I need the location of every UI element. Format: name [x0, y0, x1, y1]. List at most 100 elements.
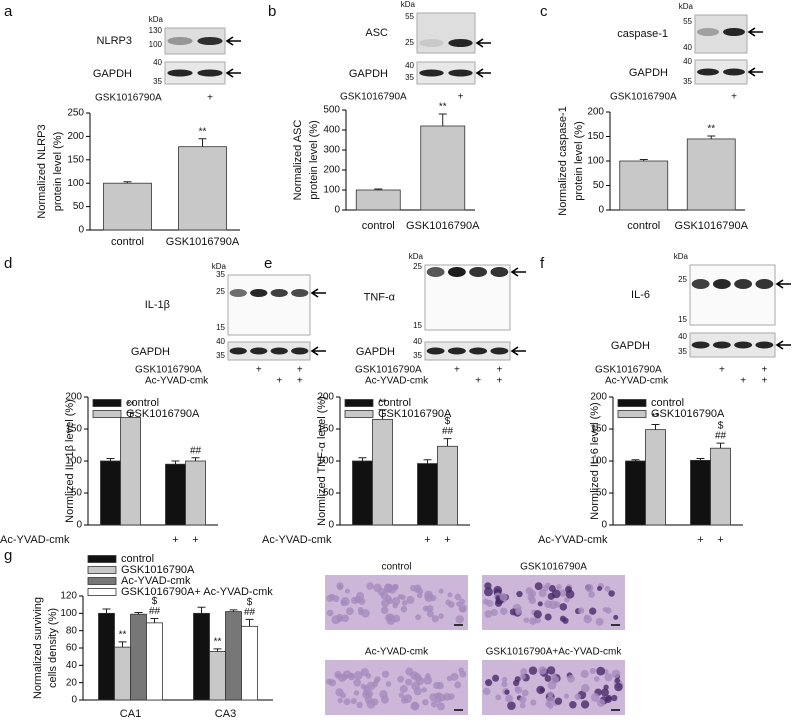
cell	[536, 685, 545, 695]
legend-swatch	[92, 399, 122, 407]
cell	[556, 584, 562, 590]
cell	[521, 689, 529, 697]
y-tick-label: 200	[317, 392, 334, 403]
y-tick-label: 50	[596, 488, 608, 499]
error-bar	[378, 409, 387, 420]
blot-strip	[227, 341, 311, 361]
treatment-label: Ac-YVAD-cmk	[145, 376, 209, 387]
kda-marker: 35	[216, 270, 225, 279]
blot-band	[469, 347, 488, 355]
y-axis-label: Normalized surviving	[32, 597, 44, 699]
panel-label: d	[4, 255, 12, 272]
y-tick-label: 150	[587, 131, 604, 142]
cell	[371, 698, 379, 706]
blot-strip	[227, 274, 311, 336]
panel-label: f	[540, 255, 545, 272]
blot-band	[197, 69, 223, 77]
cell	[343, 698, 351, 706]
error-bar	[102, 608, 111, 614]
legend-label: GSK1016790A	[378, 408, 452, 420]
cell	[520, 668, 528, 676]
treatment-mark: +	[717, 534, 723, 546]
cell	[499, 593, 508, 602]
legend-label: Ac-YVAD-cmk	[121, 575, 191, 587]
kda-label: kDa	[409, 252, 424, 261]
cell	[604, 585, 611, 592]
y-tick-label: 300	[323, 145, 340, 156]
kda-marker: 15	[413, 321, 422, 330]
panel-label: c	[540, 3, 548, 20]
blot-band	[712, 279, 731, 289]
cell	[595, 617, 604, 626]
y-tick-label: 0	[76, 520, 82, 531]
cell	[483, 587, 493, 597]
y-tick-label: 50	[73, 201, 85, 212]
error-bar	[171, 460, 180, 465]
y-tick-label: 0	[601, 520, 607, 531]
bar	[146, 622, 163, 701]
error-bar	[639, 159, 648, 161]
kda-marker: 55	[405, 12, 414, 21]
blot-band	[691, 279, 710, 289]
treatment-label: GSK1016790A	[355, 365, 422, 376]
bar	[103, 182, 152, 231]
blot-band	[697, 28, 719, 36]
y-tick-label: 500	[323, 105, 340, 116]
cell	[409, 584, 417, 592]
cell	[545, 582, 551, 588]
arrow	[475, 38, 491, 48]
cell	[580, 669, 589, 679]
cell	[373, 678, 380, 684]
cell	[589, 607, 597, 615]
protein-label: IL-6	[631, 289, 650, 301]
treatment-mark: +	[276, 376, 282, 387]
blot-band	[712, 341, 731, 349]
kda-marker: 35	[678, 347, 687, 356]
bar	[437, 445, 458, 526]
error-bar	[134, 611, 143, 615]
treatment-mark: +	[475, 376, 481, 387]
cell	[514, 686, 520, 692]
bar	[241, 625, 258, 701]
kda-marker: 100	[149, 40, 163, 49]
cell	[411, 681, 420, 691]
kda-marker: 40	[405, 61, 414, 70]
cell	[525, 587, 534, 595]
treatment-mark: +	[740, 376, 746, 387]
y-axis-label: cells density (%)	[47, 608, 59, 688]
cell	[507, 701, 516, 710]
kda-marker: 25	[216, 287, 225, 296]
cell	[611, 669, 621, 679]
y-tick-label: 0	[71, 695, 77, 706]
cell	[578, 607, 585, 614]
y-axis-label: Normalized NLRP3	[36, 124, 48, 218]
treatment-mark: +	[172, 534, 178, 546]
cell	[567, 674, 575, 683]
cell	[554, 697, 563, 705]
kda-marker: 35	[405, 73, 414, 82]
cell	[588, 591, 595, 598]
bar	[185, 460, 206, 526]
legend-label: GSK1016790A	[126, 408, 200, 420]
cell	[585, 583, 594, 593]
cell	[384, 613, 393, 622]
blot-band	[250, 289, 268, 297]
cell	[509, 608, 517, 616]
blot-band	[448, 39, 473, 47]
cell	[519, 696, 527, 704]
cell	[459, 606, 466, 613]
y-tick-label: 100	[65, 456, 82, 467]
kda-label: kDa	[149, 15, 164, 24]
x-tick-label: control	[627, 220, 660, 232]
cell	[400, 605, 408, 613]
kda-marker: 25	[405, 38, 414, 47]
blot-band	[448, 69, 473, 77]
cell	[399, 685, 408, 694]
blot-band	[419, 39, 444, 47]
bar	[114, 646, 131, 701]
cell	[411, 701, 419, 710]
treatment-mark: +	[496, 365, 502, 376]
cell	[490, 608, 498, 617]
cell	[605, 694, 612, 701]
cell	[559, 603, 568, 611]
